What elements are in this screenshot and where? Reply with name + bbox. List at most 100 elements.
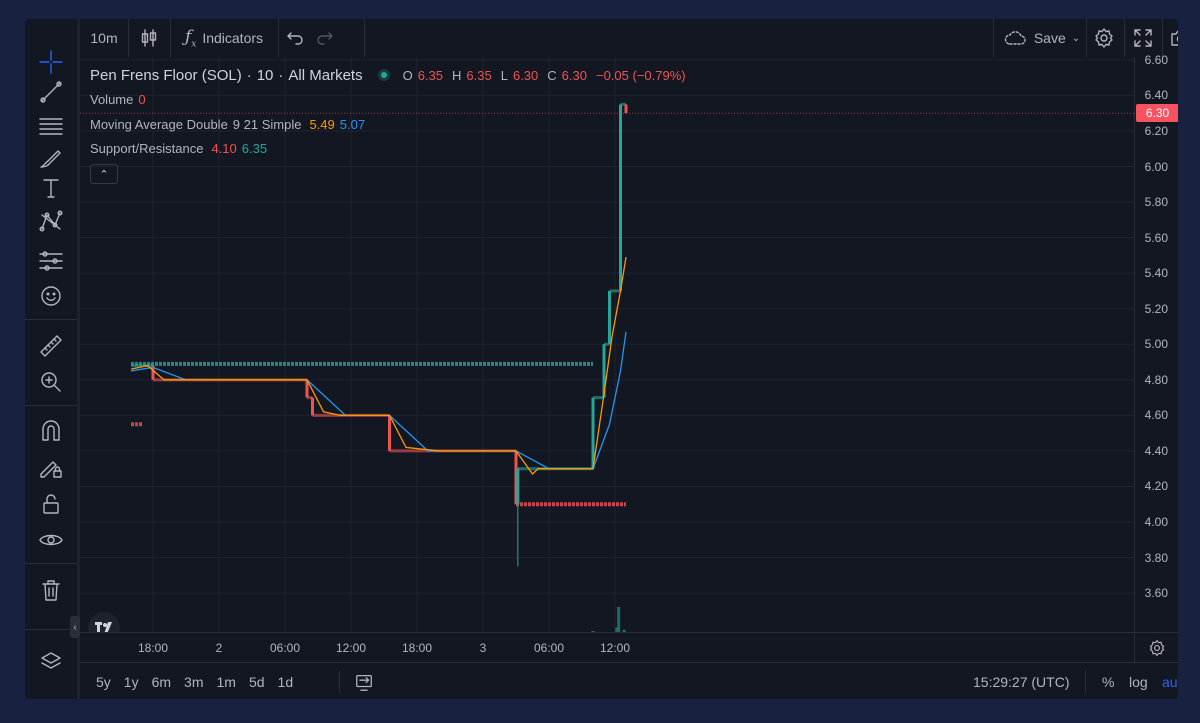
price-tick-label: 3.80 <box>1144 550 1168 565</box>
eye-icon[interactable] <box>34 525 68 555</box>
price-tick-label: 6.20 <box>1144 123 1168 138</box>
zoom-in-icon[interactable] <box>34 367 68 397</box>
log-toggle[interactable]: log <box>1129 673 1148 690</box>
price-tick-label: 6.00 <box>1144 159 1168 174</box>
legend-dot-separator: · <box>246 66 252 84</box>
close-value: 6.30 <box>561 67 587 83</box>
trash-icon[interactable] <box>34 575 68 605</box>
save-button[interactable]: Save ⌄ <box>998 19 1084 57</box>
tradingview-logo[interactable] <box>88 612 120 632</box>
magnet-icon[interactable] <box>34 416 68 446</box>
lock-drawing-icon[interactable] <box>34 452 68 482</box>
volume-legend-row: Volume 0 <box>90 88 686 113</box>
text-icon[interactable] <box>34 173 68 203</box>
candles-icon[interactable] <box>131 19 167 57</box>
open-value: 6.35 <box>417 67 444 83</box>
ruler-icon[interactable] <box>34 331 68 361</box>
gear-icon[interactable] <box>1088 19 1120 57</box>
bottom-toolbar: 5y 1y 6m 3m 1m 5d 1d 15:29:27 (UTC) % log auto <box>80 662 1178 699</box>
volume-name[interactable]: Volume <box>90 92 134 108</box>
date-range-icon[interactable] <box>354 663 374 699</box>
symbol-title[interactable]: Pen Frens Floor (SOL) <box>90 66 242 84</box>
time-tick-label: 12:00 <box>335 641 367 655</box>
range-button-6m[interactable]: 6m <box>151 673 172 690</box>
range-button-5d[interactable]: 5d <box>248 673 265 690</box>
time-tick-label: 18:00 <box>137 641 169 655</box>
interval-label: 10 <box>256 66 274 84</box>
interval-button[interactable]: 10m <box>90 30 118 46</box>
redo-icon[interactable] <box>310 19 340 57</box>
price-tick-label: 6.40 <box>1144 88 1168 103</box>
collapse-toolbar-button[interactable]: ‹ <box>70 616 80 638</box>
toolbar-divider <box>25 563 77 564</box>
lock-icon[interactable] <box>34 489 68 519</box>
price-tick-label: 4.60 <box>1144 408 1168 423</box>
chevron-down-icon: ⌄ <box>1071 32 1081 44</box>
toolbar-divider <box>25 629 77 630</box>
symbol-legend-row: Pen Frens Floor (SOL) · 10 · All Markets… <box>90 63 686 88</box>
price-tick-label: 5.80 <box>1144 195 1168 210</box>
toolbar-divider <box>278 19 279 57</box>
sr-legend-row: Support/Resistance 4.10 6.35 <box>90 137 686 162</box>
high-value: 6.35 <box>466 67 492 83</box>
price-tick-label: 5.20 <box>1144 301 1168 316</box>
ma-legend-row: Moving Average Double 9 21 Simple 5.49 5… <box>90 112 686 137</box>
close-label: C <box>547 67 557 83</box>
crosshair-icon[interactable] <box>34 47 68 77</box>
fullscreen-icon[interactable] <box>1126 19 1160 57</box>
range-button-1y[interactable]: 1y <box>123 673 139 690</box>
change-value: −0.05 (−0.79%) <box>595 67 686 83</box>
range-button-1d[interactable]: 1d <box>277 673 294 690</box>
collapse-legend-button[interactable]: ⌃ <box>90 164 118 184</box>
time-tick-label: 3 <box>479 641 487 655</box>
price-tick-label: 3.60 <box>1144 586 1168 601</box>
toolbar-divider <box>170 19 171 57</box>
ma-fast-line <box>130 257 627 476</box>
fib-icon[interactable] <box>34 111 68 141</box>
chevron-up-icon: ⌃ <box>99 168 109 181</box>
toolbar-divider <box>993 19 994 57</box>
pattern-icon[interactable] <box>34 207 68 237</box>
auto-toggle[interactable]: auto <box>1162 673 1178 690</box>
clock-label[interactable]: 15:29:27 (UTC) <box>973 673 1070 690</box>
range-buttons: 5y 1y 6m 3m 1m 5d 1d <box>96 663 293 699</box>
ma-slow-line <box>130 331 627 470</box>
price-tick-label: 6.60 <box>1144 52 1168 67</box>
top-toolbar: 10m ƒx Indicators Save ⌄ <box>80 19 1178 57</box>
sr-high-value: 6.35 <box>241 141 268 157</box>
percent-toggle[interactable]: % <box>1102 673 1115 690</box>
price-axis[interactable]: 6.60 6.40 6.20 6.00 5.80 5.60 5.40 5.20 5.00 4.80… <box>1134 53 1178 632</box>
range-button-3m[interactable]: 3m <box>184 673 204 690</box>
price-tick-label: 4.00 <box>1144 515 1168 530</box>
layers-icon[interactable] <box>34 647 68 677</box>
time-tick-label: 12:00 <box>599 641 631 655</box>
ma-params: 9 21 Simple <box>232 116 302 132</box>
toolbar-divider <box>25 405 77 406</box>
range-button-1m[interactable]: 1m <box>216 673 236 690</box>
camera-icon[interactable] <box>1164 19 1178 57</box>
ma-name[interactable]: Moving Average Double <box>90 116 228 132</box>
toolbar-divider <box>1124 19 1125 57</box>
axis-settings-button[interactable] <box>1134 632 1178 662</box>
time-axis[interactable]: 18:00 2 06:00 12:00 18:00 3 06:00 12:00 <box>80 632 1134 662</box>
range-button-5y[interactable]: 5y <box>96 673 111 690</box>
cloud-icon <box>1004 31 1026 45</box>
undo-icon[interactable] <box>280 19 310 57</box>
time-tick-label: 06:00 <box>533 641 565 655</box>
save-label: Save <box>1033 30 1066 46</box>
sr-name[interactable]: Support/Resistance <box>90 141 204 157</box>
trend-line-icon[interactable] <box>34 77 68 107</box>
price-tick-label: 4.40 <box>1144 443 1168 458</box>
low-value: 6.30 <box>512 67 539 83</box>
chart-pane[interactable]: Pen Frens Floor (SOL) · 10 · All Markets… <box>80 57 1134 632</box>
price-plot[interactable] <box>80 57 1134 632</box>
prediction-icon[interactable] <box>34 246 68 276</box>
price-tick-label: 5.40 <box>1144 266 1168 281</box>
toolbar-divider <box>339 671 340 693</box>
volume-bar <box>622 629 626 632</box>
indicators-button[interactable]: ƒx Indicators <box>174 19 274 57</box>
volume-bar <box>591 631 595 632</box>
legend-dot-separator: · <box>278 66 284 84</box>
brush-icon[interactable] <box>34 143 68 173</box>
emoji-icon[interactable] <box>34 281 68 311</box>
